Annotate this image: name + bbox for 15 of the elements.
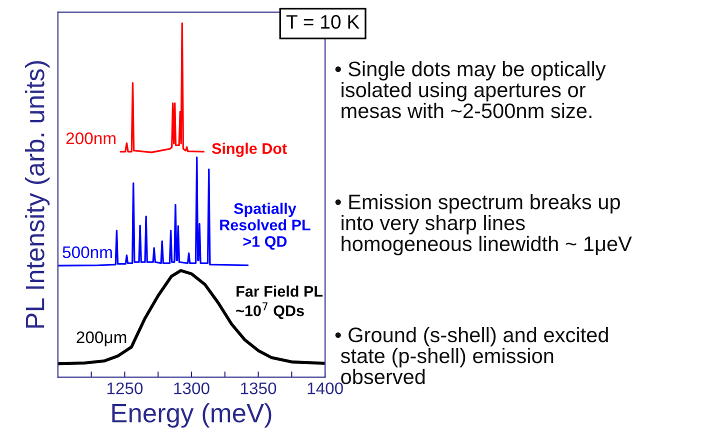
x-tick-label: 1400 (308, 382, 343, 394)
x-tick-label: 1300 (174, 382, 210, 394)
text: • Single dots may be optically isolated using apertures or mesas with ~2-500nm size. (335, 61, 606, 118)
x-axis-title: Energy (meV) (112, 403, 272, 428)
annotation: 200μm (76, 331, 126, 346)
series-label: Far Field PL ~10$^{7}$ QDs (236, 286, 323, 320)
x-tick-label: 1250 (107, 382, 143, 394)
series-label: Single Dot (212, 142, 287, 158)
x-tick-label: 1350 (241, 382, 276, 394)
annotation: T = 10 K (286, 14, 360, 29)
annotation: 200nm (66, 132, 116, 144)
y-axis-title: PL Intensity (arb. units) (24, 61, 50, 328)
annotation: 500nm (62, 246, 112, 258)
text: • Emission spectrum breaks up into very sharp lines homogeneous linewidth ~ 1μeV (335, 194, 632, 256)
series-label: Spatially Resolved PL >1 QD (220, 202, 310, 250)
